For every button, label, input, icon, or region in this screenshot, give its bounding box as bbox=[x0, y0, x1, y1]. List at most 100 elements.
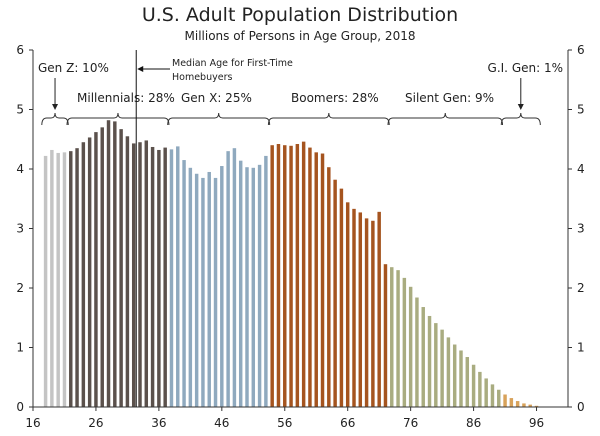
bar-age-28 bbox=[106, 120, 111, 408]
annotation-arrow-head bbox=[137, 66, 144, 72]
bar-age-41 bbox=[188, 167, 193, 407]
bracket-millennials bbox=[66, 112, 170, 126]
arrow-head bbox=[517, 104, 524, 110]
label-millennials: Millennials: 28% bbox=[77, 91, 175, 105]
x-tick-label: 56 bbox=[277, 416, 292, 430]
axes-group: 0 01 12 23 34 45 56 616 26 36 46 56 66 76 86 96 bbox=[16, 43, 584, 430]
bar-age-81 bbox=[440, 329, 444, 407]
label-gen-x: Gen X: 25% bbox=[181, 91, 252, 105]
bar-age-62 bbox=[320, 153, 325, 407]
bar-age-34 bbox=[144, 140, 149, 407]
bar-age-87 bbox=[478, 371, 482, 407]
bar-age-69 bbox=[364, 218, 369, 407]
bar-age-48 bbox=[232, 148, 237, 407]
bar-age-84 bbox=[459, 350, 463, 407]
bar-age-54 bbox=[270, 145, 274, 407]
bar-age-79 bbox=[427, 315, 432, 407]
y-tick-label-left: 2 bbox=[16, 281, 24, 295]
bar-age-57 bbox=[289, 145, 293, 408]
bar-age-19 bbox=[50, 149, 54, 407]
bar-age-92 bbox=[509, 398, 514, 407]
bar-age-24 bbox=[81, 142, 86, 407]
bar-age-64 bbox=[333, 179, 337, 407]
x-tick-label: 16 bbox=[25, 416, 40, 430]
bar-age-76 bbox=[408, 286, 413, 407]
y-tick-label-right: 1 bbox=[577, 341, 585, 355]
bar-age-86 bbox=[471, 364, 476, 407]
bar-age-47 bbox=[226, 151, 230, 407]
bar-age-80 bbox=[434, 323, 438, 407]
bar-age-85 bbox=[465, 357, 470, 407]
bar-age-50 bbox=[245, 167, 249, 407]
bracket-g-i-gen bbox=[500, 112, 541, 126]
bracket-gen-z bbox=[41, 112, 69, 126]
bar-age-37 bbox=[163, 147, 167, 407]
label-gen-z: Gen Z: 10% bbox=[38, 61, 109, 75]
label-g-i-gen: G.I. Gen: 1% bbox=[488, 61, 563, 75]
bar-age-95 bbox=[528, 404, 532, 407]
bar-age-31 bbox=[125, 136, 130, 407]
bar-age-96 bbox=[534, 405, 539, 407]
bar-age-82 bbox=[446, 337, 451, 407]
bar-age-63 bbox=[327, 167, 331, 407]
bar-age-26 bbox=[94, 132, 98, 408]
x-tick-label: 26 bbox=[88, 416, 103, 430]
bar-age-75 bbox=[402, 277, 407, 407]
bar-age-51 bbox=[251, 167, 256, 407]
bar-age-70 bbox=[371, 220, 375, 407]
y-tick-label-right: 2 bbox=[577, 281, 585, 295]
annotation-text-line1: Median Age for First-Time bbox=[172, 58, 293, 69]
bracket-boomers bbox=[267, 112, 390, 126]
y-tick-label-right: 5 bbox=[577, 103, 585, 117]
y-tick-label-right: 6 bbox=[577, 43, 585, 57]
bar-age-56 bbox=[283, 145, 287, 407]
bar-age-88 bbox=[484, 378, 488, 407]
bar-age-38 bbox=[169, 149, 174, 407]
bar-age-21 bbox=[62, 152, 67, 407]
y-tick-label-right: 0 bbox=[577, 400, 585, 414]
y-tick-label-left: 0 bbox=[16, 400, 24, 414]
bar-age-68 bbox=[358, 212, 363, 407]
bar-age-65 bbox=[339, 188, 344, 407]
bar-age-83 bbox=[452, 344, 457, 407]
bar-age-40 bbox=[182, 160, 186, 407]
bar-age-58 bbox=[295, 144, 300, 407]
bar-age-27 bbox=[100, 127, 104, 407]
bar-age-74 bbox=[396, 270, 400, 407]
bar-age-20 bbox=[56, 152, 60, 407]
bar-age-30 bbox=[119, 129, 123, 407]
chart-title: U.S. Adult Population Distribution bbox=[141, 4, 459, 26]
bar-age-45 bbox=[213, 177, 218, 407]
bar-age-44 bbox=[207, 171, 211, 407]
bar-age-78 bbox=[421, 307, 425, 407]
bar-age-60 bbox=[308, 147, 312, 407]
bar-age-49 bbox=[238, 160, 243, 407]
y-tick-label-left: 1 bbox=[16, 341, 24, 355]
bracket-silent-gen bbox=[387, 112, 504, 126]
x-tick-label: 66 bbox=[340, 416, 355, 430]
y-tick-label-right: 4 bbox=[577, 162, 585, 176]
bar-age-36 bbox=[157, 149, 161, 407]
x-tick-label: 46 bbox=[214, 416, 229, 430]
bar-age-59 bbox=[301, 141, 306, 407]
bar-age-61 bbox=[314, 152, 318, 407]
bar-age-90 bbox=[497, 389, 501, 407]
bar-age-29 bbox=[113, 121, 117, 408]
bar-age-43 bbox=[201, 177, 205, 407]
bar-age-93 bbox=[515, 401, 520, 407]
bar-age-91 bbox=[503, 394, 507, 407]
bar-age-18 bbox=[43, 155, 48, 407]
bar-age-25 bbox=[87, 137, 92, 407]
bar-age-73 bbox=[390, 267, 394, 407]
bar-age-94 bbox=[522, 403, 526, 407]
bar-age-72 bbox=[383, 264, 388, 407]
bars-group bbox=[43, 120, 539, 408]
bar-age-46 bbox=[220, 166, 224, 407]
y-tick-label-left: 5 bbox=[16, 103, 24, 117]
y-tick-label-left: 6 bbox=[16, 43, 24, 57]
bar-age-39 bbox=[176, 146, 180, 407]
bar-age-67 bbox=[352, 208, 356, 407]
chart-subtitle: Millions of Persons in Age Group, 2018 bbox=[184, 29, 416, 43]
bar-age-53 bbox=[264, 155, 268, 407]
